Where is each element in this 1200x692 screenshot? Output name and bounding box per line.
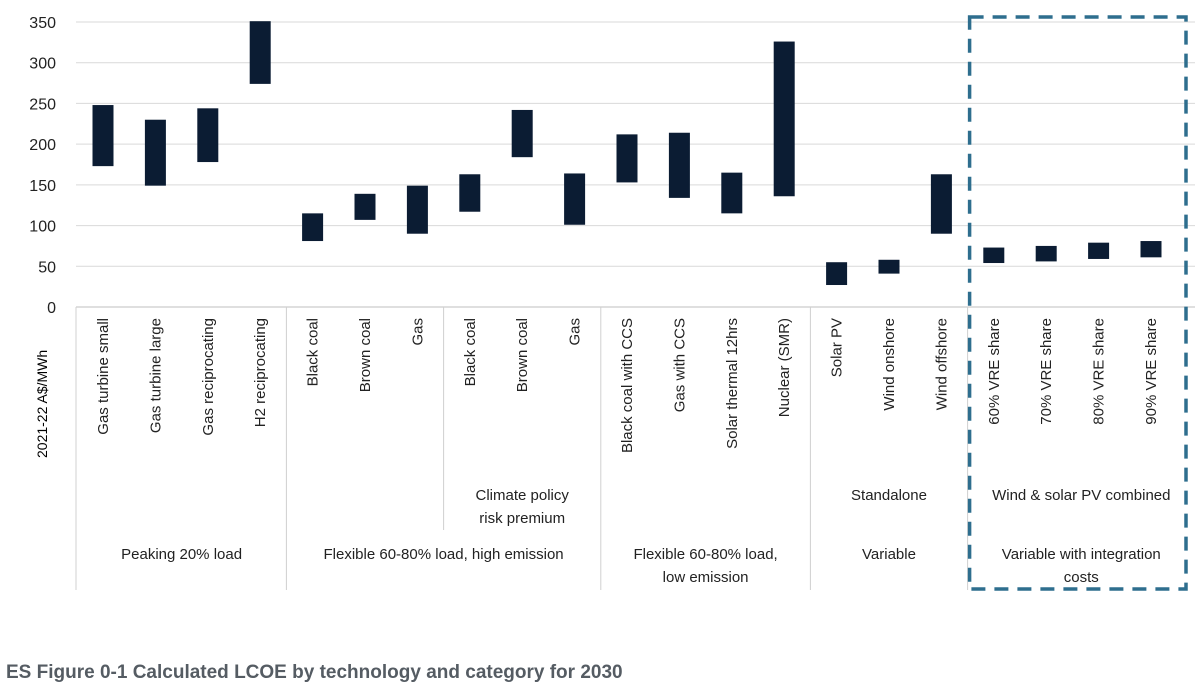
category-labels: Gas turbine small Gas turbine large Gas re… [95, 318, 1160, 453]
bar [721, 172, 743, 214]
category-label: Solar PV [829, 318, 846, 377]
category-label: Gas turbine small [95, 318, 112, 435]
bar [459, 174, 481, 212]
bar [144, 119, 166, 186]
y-tick-label: 200 [29, 137, 56, 154]
category-label: Black coal with CCS [619, 318, 636, 453]
highlight-box [967, 15, 1188, 591]
category-label: Wind onshore [881, 318, 898, 411]
subgroup-label: risk premium [479, 510, 565, 527]
y-tick-label: 300 [29, 56, 56, 73]
category-label: Gas reciprocating [200, 318, 217, 436]
group-labels: Peaking 20% load Flexible 60-80% load, hi… [121, 546, 1161, 586]
category-label: Brown coal [514, 318, 531, 392]
category-label: Gas [567, 318, 584, 346]
bar [826, 262, 848, 286]
bar [406, 185, 428, 234]
y-tick-label: 350 [29, 15, 56, 32]
y-tick-label: 0 [47, 300, 56, 317]
category-label: Black coal [462, 318, 479, 386]
category-label: H2 reciprocating [252, 318, 269, 427]
bar [668, 132, 690, 198]
bar [1035, 245, 1057, 262]
group-label: Flexible 60-80% load, [633, 546, 777, 563]
category-label: 60% VRE share [986, 318, 1003, 425]
subgroup-label: Standalone [851, 487, 927, 504]
figure-caption: ES Figure 0-1 Calculated LCOE by technol… [6, 662, 623, 683]
y-axis-label: 2021-22 A$/MWh [34, 350, 50, 458]
group-label: Variable with integration [1002, 546, 1161, 563]
bar [1088, 242, 1110, 259]
bar [983, 247, 1005, 264]
category-label: Black coal [305, 318, 322, 386]
subgroup-labels: Climate policy risk premium Standalone Wind… [476, 487, 1171, 527]
category-label: 70% VRE share [1038, 318, 1055, 425]
group-label: Peaking 20% load [121, 546, 242, 563]
category-label: Gas with CCS [671, 318, 688, 412]
category-label: Nuclear (SMR) [776, 318, 793, 417]
group-separators [75, 307, 969, 590]
bar [511, 109, 533, 158]
y-tick-label: 50 [38, 259, 56, 276]
category-label: Brown coal [357, 318, 374, 392]
group-label: Flexible 60-80% load, high emission [324, 546, 564, 563]
subgroup-label: Climate policy [476, 487, 570, 504]
bar [197, 108, 219, 163]
group-label: costs [1064, 569, 1099, 586]
bar [616, 134, 638, 183]
y-tick-label: 250 [29, 96, 56, 113]
y-tick-label: 100 [29, 219, 56, 236]
category-label: Wind offshore [933, 318, 950, 410]
bar [302, 213, 324, 242]
subgroup-label: Wind & solar PV combined [992, 487, 1170, 504]
group-label: Variable [862, 546, 916, 563]
group-label: low emission [663, 569, 749, 586]
y-tick-label: 150 [29, 178, 56, 195]
category-label: Gas turbine large [147, 318, 164, 433]
category-label: Solar thermal 12hrs [724, 318, 741, 449]
bar [930, 174, 952, 234]
bar [773, 41, 795, 197]
category-label: Gas [409, 318, 426, 346]
highlight-rect [967, 15, 1188, 591]
bars [92, 21, 1162, 286]
bar [354, 193, 376, 220]
bar [564, 173, 586, 225]
y-axis-ticks: 0 50 100 150 200 250 300 350 [29, 15, 56, 317]
bar [1140, 241, 1162, 258]
bar [249, 21, 271, 84]
bar [92, 105, 114, 167]
lcoe-chart: 0 50 100 150 200 250 300 350 2021-22 A$/MWh Gas… [29, 15, 1195, 591]
category-label: 80% VRE share [1091, 318, 1108, 425]
bar [878, 259, 900, 274]
category-label: 90% VRE share [1143, 318, 1160, 425]
